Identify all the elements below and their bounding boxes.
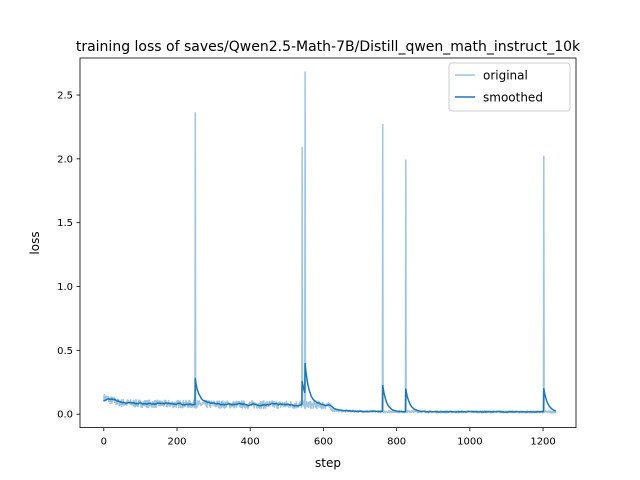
- y-tick-label: 1.0: [57, 282, 73, 293]
- plot-area: [103, 71, 557, 414]
- chart-title: training loss of saves/Qwen2.5-Math-7B/D…: [76, 39, 581, 55]
- x-axis-ticks: 0 200 400 600 800 1000 1200: [101, 427, 556, 448]
- axes-frame: [79, 57, 577, 429]
- x-axis-label: step: [315, 456, 341, 470]
- legend-box: [448, 62, 571, 112]
- y-tick-label: 0.0: [57, 410, 73, 421]
- y-axis-label: loss: [28, 231, 42, 254]
- y-tick-label: 2.5: [57, 91, 73, 102]
- y-axis-ticks: 0.0 0.5 1.0 1.5 2.0 2.5: [57, 91, 80, 421]
- y-tick-label: 0.5: [57, 346, 73, 357]
- y-tick-label: 2.0: [57, 154, 73, 165]
- series-smoothed-line: [103, 362, 557, 413]
- y-tick-label: 1.5: [57, 218, 73, 229]
- x-tick-label: 800: [387, 437, 406, 448]
- x-tick-label: 400: [241, 437, 260, 448]
- legend: original smoothed: [448, 62, 571, 112]
- x-tick-label: 200: [167, 437, 186, 448]
- legend-smoothed-label: smoothed: [483, 91, 543, 105]
- x-tick-label: 600: [314, 437, 333, 448]
- x-tick-label: 0: [101, 437, 107, 448]
- x-tick-label: 1000: [457, 437, 482, 448]
- legend-original-label: original: [483, 69, 528, 83]
- x-tick-label: 1200: [530, 437, 555, 448]
